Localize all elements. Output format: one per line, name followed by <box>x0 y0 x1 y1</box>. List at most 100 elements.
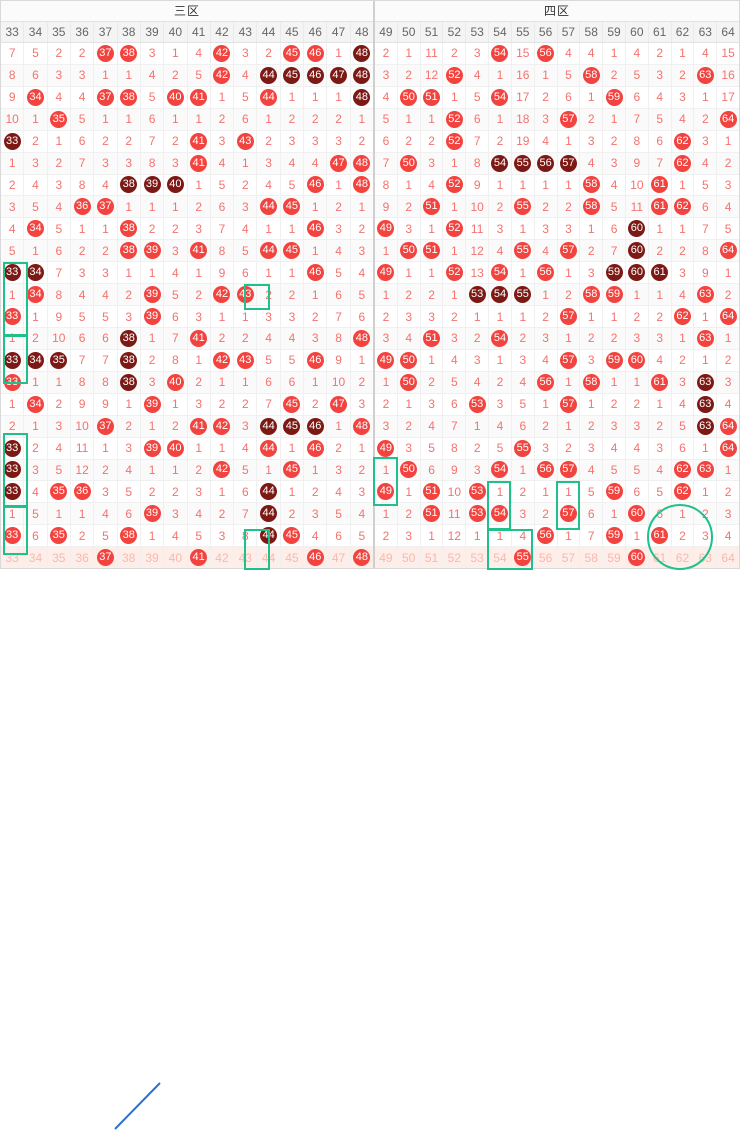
number-ball-cell[interactable]: 36 <box>71 481 95 503</box>
number-ball-cell[interactable]: 57 <box>558 503 581 525</box>
number-text-cell[interactable]: 3 <box>71 262 95 284</box>
number-text-cell[interactable]: 5 <box>603 459 626 481</box>
number-text-cell[interactable]: 3 <box>304 130 328 152</box>
number-text-cell[interactable]: 8 <box>141 152 165 174</box>
number-text-cell[interactable]: 7 <box>164 327 188 349</box>
number-text-cell[interactable]: 6 <box>141 108 165 130</box>
number-text-cell[interactable]: 2 <box>304 481 328 503</box>
number-text-cell[interactable]: 3 <box>164 240 188 262</box>
number-text-cell[interactable]: 1 <box>375 459 398 481</box>
number-text-cell[interactable]: 4 <box>71 284 95 306</box>
number-text-cell[interactable]: 1 <box>234 152 258 174</box>
number-text-cell[interactable]: 4 <box>717 196 739 217</box>
number-text-cell[interactable]: 1 <box>1 393 25 415</box>
number-text-cell[interactable]: 1 <box>24 240 48 262</box>
column-header-38[interactable]: 38 <box>118 22 141 42</box>
number-ball-cell[interactable]: 59 <box>603 262 626 284</box>
number-text-cell[interactable]: 1 <box>375 284 398 306</box>
number-text-cell[interactable]: 6 <box>649 130 672 152</box>
number-ball-cell[interactable]: 51 <box>421 503 444 525</box>
number-ball-cell[interactable]: 42 <box>211 64 235 86</box>
number-ball-cell[interactable]: 46 <box>304 43 328 64</box>
number-text-cell[interactable]: 4 <box>717 525 739 546</box>
number-text-cell[interactable]: 3 <box>398 437 421 459</box>
number-text-cell[interactable]: 1 <box>694 481 718 503</box>
number-text-cell[interactable]: 1 <box>164 43 188 64</box>
number-ball-cell[interactable]: 43 <box>234 284 258 306</box>
number-text-cell[interactable]: 4 <box>1 218 25 240</box>
number-text-cell[interactable]: 4 <box>466 371 490 393</box>
number-text-cell[interactable]: 5 <box>649 481 672 503</box>
number-text-cell[interactable]: 9 <box>1 86 25 108</box>
number-text-cell[interactable]: 3 <box>558 218 581 240</box>
number-ball-cell[interactable]: 53 <box>466 393 490 415</box>
number-ball-cell[interactable]: 59 <box>603 349 626 371</box>
number-ball-cell[interactable]: 47 <box>327 393 351 415</box>
number-ball-cell[interactable]: 47 <box>327 64 351 86</box>
number-text-cell[interactable]: 2 <box>234 393 258 415</box>
number-text-cell[interactable]: 2 <box>351 372 373 393</box>
number-text-cell[interactable]: 2 <box>535 503 558 525</box>
number-ball-cell[interactable]: 52 <box>443 174 467 196</box>
number-text-cell[interactable]: 5 <box>421 437 444 459</box>
number-ball-cell[interactable]: 38 <box>118 525 141 547</box>
number-text-cell[interactable]: 5 <box>24 196 48 218</box>
number-text-cell[interactable]: 1 <box>211 481 235 503</box>
number-text-cell[interactable]: 3 <box>257 306 281 327</box>
number-text-cell[interactable]: 3 <box>351 394 373 415</box>
number-ball-cell[interactable]: 49 <box>375 349 398 371</box>
number-ball-cell[interactable]: 41 <box>188 240 211 262</box>
footer-number-cell[interactable]: 33 <box>1 547 25 569</box>
number-ball-cell[interactable]: 44 <box>257 64 281 86</box>
number-ball-cell[interactable]: 50 <box>398 86 421 108</box>
number-text-cell[interactable]: 1 <box>94 437 118 459</box>
number-text-cell[interactable]: 2 <box>649 415 672 437</box>
number-text-cell[interactable]: 1 <box>649 218 672 240</box>
number-text-cell[interactable]: 4 <box>48 196 71 218</box>
footer-number-cell[interactable]: 39 <box>141 547 165 569</box>
number-ball-cell[interactable]: 57 <box>558 152 581 174</box>
number-text-cell[interactable]: 1 <box>375 240 398 262</box>
number-ball-cell[interactable]: 56 <box>535 371 558 393</box>
number-text-cell[interactable]: 1 <box>118 108 141 130</box>
number-ball-cell[interactable]: 45 <box>281 196 305 218</box>
number-ball-cell[interactable]: 59 <box>603 284 626 306</box>
number-text-cell[interactable]: 2 <box>489 196 512 218</box>
number-ball-cell[interactable]: 45 <box>281 240 305 262</box>
footer-number-cell[interactable]: 51 <box>421 547 444 569</box>
number-text-cell[interactable]: 2 <box>24 327 48 349</box>
number-text-cell[interactable]: 5 <box>94 306 118 327</box>
footer-number-cell[interactable]: 62 <box>672 547 695 569</box>
number-text-cell[interactable]: 2 <box>489 130 512 152</box>
number-text-cell[interactable]: 1 <box>48 371 71 393</box>
number-text-cell[interactable]: 17 <box>717 87 739 108</box>
number-text-cell[interactable]: 6 <box>649 503 672 525</box>
number-text-cell[interactable]: 4 <box>24 174 48 196</box>
number-text-cell[interactable]: 1 <box>1 152 25 174</box>
number-text-cell[interactable]: 7 <box>580 525 604 547</box>
number-text-cell[interactable]: 10 <box>626 174 649 196</box>
number-text-cell[interactable]: 6 <box>466 108 490 130</box>
number-text-cell[interactable]: 1 <box>580 393 604 415</box>
number-text-cell[interactable]: 5 <box>443 371 467 393</box>
column-header-58[interactable]: 58 <box>580 22 604 42</box>
number-text-cell[interactable]: 7 <box>71 349 95 371</box>
number-ball-cell[interactable]: 44 <box>257 437 281 459</box>
number-text-cell[interactable]: 6 <box>694 196 718 218</box>
number-text-cell[interactable]: 2 <box>211 393 235 415</box>
number-text-cell[interactable]: 1 <box>94 108 118 130</box>
number-text-cell[interactable]: 5 <box>327 503 351 525</box>
number-text-cell[interactable]: 2 <box>211 503 235 525</box>
number-ball-cell[interactable]: 64 <box>717 306 739 327</box>
number-text-cell[interactable]: 3 <box>24 459 48 481</box>
number-ball-cell[interactable]: 64 <box>717 416 739 437</box>
number-text-cell[interactable]: 2 <box>1 174 25 196</box>
number-text-cell[interactable]: 7 <box>603 240 626 262</box>
number-text-cell[interactable]: 1 <box>398 393 421 415</box>
number-text-cell[interactable]: 1 <box>603 306 626 327</box>
number-text-cell[interactable]: 3 <box>118 437 141 459</box>
number-text-cell[interactable]: 1 <box>466 415 490 437</box>
number-text-cell[interactable]: 2 <box>626 306 649 327</box>
number-text-cell[interactable]: 3 <box>626 415 649 437</box>
number-text-cell[interactable]: 7 <box>375 152 398 174</box>
